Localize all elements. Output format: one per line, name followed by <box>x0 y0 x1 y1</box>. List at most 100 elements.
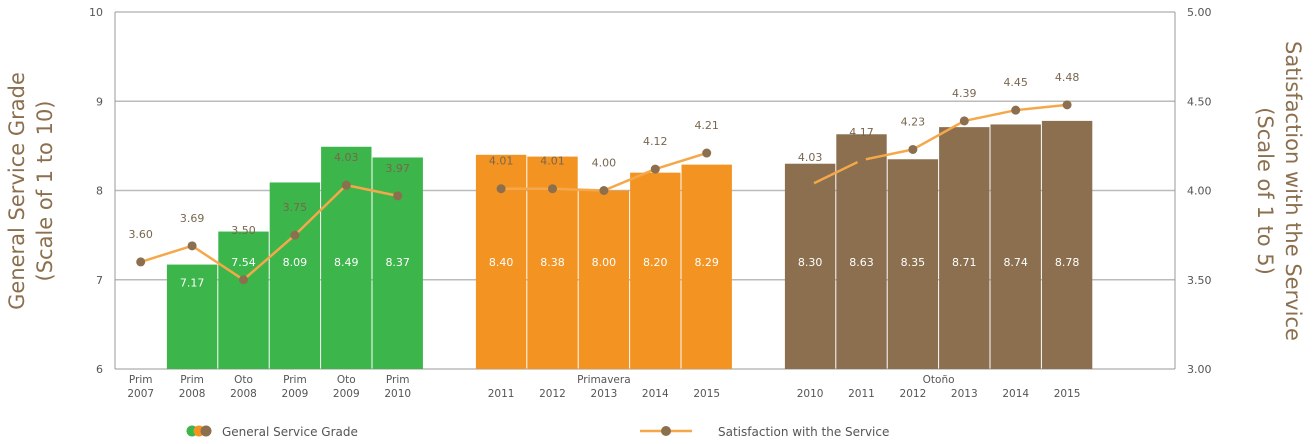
x-tick-label: 2011 <box>848 388 875 400</box>
satisfaction-point <box>290 230 300 240</box>
right-tick-label: 4.00 <box>1187 185 1212 198</box>
satisfaction-value-label: 4.01 <box>540 155 565 168</box>
satisfaction-point <box>857 155 866 165</box>
bar <box>887 159 939 369</box>
satisfaction-value-label: 3.75 <box>283 201 308 214</box>
right-tick-label: 4.50 <box>1187 95 1212 108</box>
left-axis-title-line1: General Service Grade <box>5 72 29 310</box>
left-tick-label: 6 <box>96 363 103 376</box>
legend-line-marker <box>661 426 671 436</box>
satisfaction-point <box>599 186 609 195</box>
satisfaction-point <box>702 148 712 158</box>
right-tick-label: 3.50 <box>1187 274 1212 287</box>
satisfaction-point <box>959 116 969 126</box>
group-label: Otoño <box>923 374 955 386</box>
x-tick-label: 2009 <box>333 388 360 400</box>
bar <box>784 163 836 369</box>
satisfaction-line <box>809 103 1068 187</box>
satisfaction-point <box>650 164 660 174</box>
bar-value-label: 8.37 <box>385 256 410 269</box>
satisfaction-value-label: 3.50 <box>231 224 256 237</box>
right-axis-title-line1: Satisfaction with the Service <box>1281 41 1305 341</box>
satisfaction-point <box>187 241 197 251</box>
bar-value-label: 8.20 <box>643 256 668 269</box>
bar-value-label: 8.09 <box>283 256 308 269</box>
x-tick-label: 2008 <box>230 388 257 400</box>
satisfaction-value-label: 4.00 <box>592 157 617 170</box>
satisfaction-value-label: 4.23 <box>901 115 926 128</box>
bar-value-label: 8.35 <box>901 256 926 269</box>
legend-bars-label: General Service Grade <box>222 425 358 439</box>
x-tick-label: 2011 <box>488 388 515 400</box>
satisfaction-value-label: 4.03 <box>334 151 359 164</box>
x-tick-label: Oto <box>234 374 253 386</box>
satisfaction-line <box>140 183 398 282</box>
x-tick-label: Oto <box>337 374 356 386</box>
bar <box>630 172 681 369</box>
axes-layer: 6 7 8 9 10 3.00 3.50 4.00 4.50 5.00 Prim 2007 Prim 20… <box>89 6 1212 400</box>
x-tick-label: 2014 <box>1002 388 1029 400</box>
satisfaction-value-label: 4.48 <box>1055 71 1080 84</box>
left-tick-label: 9 <box>96 95 103 108</box>
satisfaction-point <box>341 180 351 190</box>
labels-layer: 7.17 7.54 8.09 8.49 8.37 3.60 3.69 3.50 3.75 4.03… <box>128 71 1079 290</box>
satisfaction-value-label: 4.45 <box>1003 76 1028 89</box>
satisfaction-value-label: 4.17 <box>849 126 874 139</box>
left-axis-title-line2: (Scale of 1 to 10) <box>33 101 57 282</box>
satisfaction-point <box>908 144 918 154</box>
satisfaction-value-label: 4.12 <box>643 135 668 148</box>
x-tick-label: 2014 <box>642 388 669 400</box>
right-axis-title-line2: (Scale of 1 to 5) <box>1253 107 1277 275</box>
x-tick-label: 2015 <box>1054 388 1081 400</box>
satisfaction-value-label: 3.69 <box>180 212 205 225</box>
line-layer <box>136 100 1072 285</box>
x-tick-label: 2010 <box>384 388 411 400</box>
satisfaction-point <box>393 191 403 201</box>
legend: General Service Grade Satisfaction with … <box>186 425 889 439</box>
x-tick-label: Prim <box>129 374 153 386</box>
legend-brown-dot <box>200 425 212 437</box>
left-tick-label: 10 <box>89 6 103 19</box>
x-tick-label: 2015 <box>693 388 720 400</box>
bar-value-label: 7.54 <box>231 256 256 269</box>
bar <box>990 124 1041 369</box>
satisfaction-point <box>239 275 248 285</box>
bar <box>218 231 269 369</box>
satisfaction-value-label: 3.97 <box>385 162 410 175</box>
bars-layer <box>166 120 1093 369</box>
satisfaction-point <box>1062 100 1072 110</box>
satisfaction-point <box>805 180 815 190</box>
x-tick-label: Prim <box>283 374 307 386</box>
left-tick-label: 7 <box>96 274 103 287</box>
satisfaction-value-label: 4.03 <box>798 151 823 164</box>
satisfaction-point <box>496 184 506 194</box>
bar-value-label: 8.49 <box>334 256 359 269</box>
bar-value-label: 7.17 <box>180 277 205 290</box>
x-tick-label: 2012 <box>539 388 566 400</box>
bar-value-label: 8.71 <box>952 256 977 269</box>
bar <box>578 190 630 369</box>
right-tick-label: 5.00 <box>1187 6 1212 19</box>
x-tick-label: 2010 <box>797 388 824 400</box>
satisfaction-point <box>136 257 146 267</box>
bar-value-label: 8.30 <box>798 256 823 269</box>
bar <box>269 182 321 369</box>
x-tick-label: 2009 <box>282 388 309 400</box>
satisfaction-value-label: 4.21 <box>694 119 719 132</box>
bar-value-label: 8.38 <box>540 256 565 269</box>
bar-value-label: 8.63 <box>849 256 874 269</box>
x-tick-label: 2007 <box>127 388 154 400</box>
satisfaction-value-label: 4.01 <box>489 155 514 168</box>
right-tick-label: 3.00 <box>1187 363 1212 376</box>
bar-value-label: 8.40 <box>489 256 514 269</box>
satisfaction-point <box>1011 105 1021 115</box>
bar-value-label: 8.74 <box>1003 256 1028 269</box>
bar-value-label: 8.29 <box>694 256 719 269</box>
bar-value-label: 8.00 <box>592 256 617 269</box>
bar <box>1041 120 1093 369</box>
satisfaction-point <box>548 184 557 194</box>
x-tick-label: 2008 <box>179 388 206 400</box>
bar <box>939 127 990 369</box>
x-tick-label: 2012 <box>900 388 927 400</box>
